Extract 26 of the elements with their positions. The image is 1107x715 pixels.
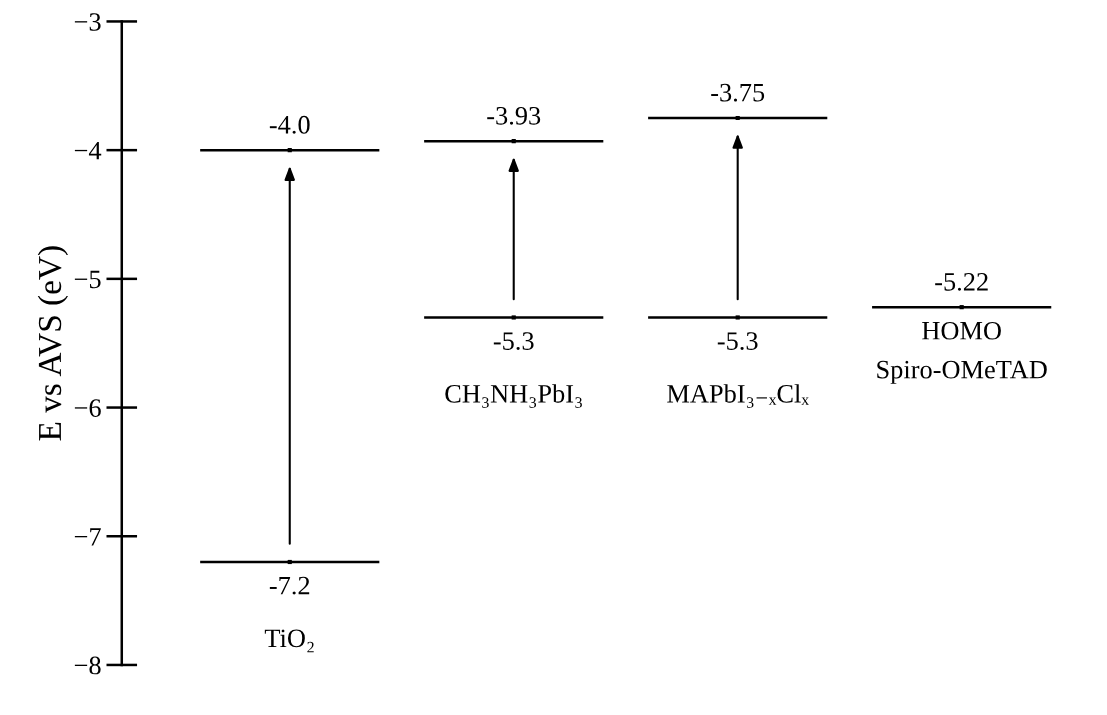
- point: [511, 139, 516, 144]
- point: [735, 315, 740, 320]
- y-tick-label: −4: [74, 141, 102, 160]
- y-tick-label: −3: [74, 13, 101, 31]
- y-tick-label: −8: [74, 656, 101, 675]
- data-label: -5.3: [493, 332, 534, 351]
- point: [287, 148, 292, 153]
- point: [735, 115, 740, 121]
- data-label: -3.93: [487, 106, 541, 125]
- data-label: -7.2: [269, 576, 310, 595]
- y-tick-label: −7: [74, 528, 101, 546]
- data-label: -5.3: [717, 332, 758, 351]
- x-tick-label: CH₃NH₃PbI₃: [445, 384, 582, 408]
- y-tick-label: −5: [74, 270, 101, 289]
- y-axis-title: E vs AVS (eV): [37, 246, 68, 441]
- point: [287, 559, 292, 565]
- y-tick-label: −6: [74, 399, 101, 417]
- data-label: -5.22: [935, 272, 988, 291]
- annotation: HOMO: [922, 321, 1001, 340]
- data-label: -3.75: [711, 83, 765, 102]
- x-tick-label: MAPbI₃₋ₓClₓ: [667, 384, 809, 408]
- x-tick-label: TiO₂: [264, 629, 314, 653]
- point: [959, 305, 964, 310]
- data-label: -4.0: [269, 115, 310, 134]
- x-tick-label: Spiro-OMeTAD: [877, 360, 1047, 384]
- point: [511, 315, 516, 320]
